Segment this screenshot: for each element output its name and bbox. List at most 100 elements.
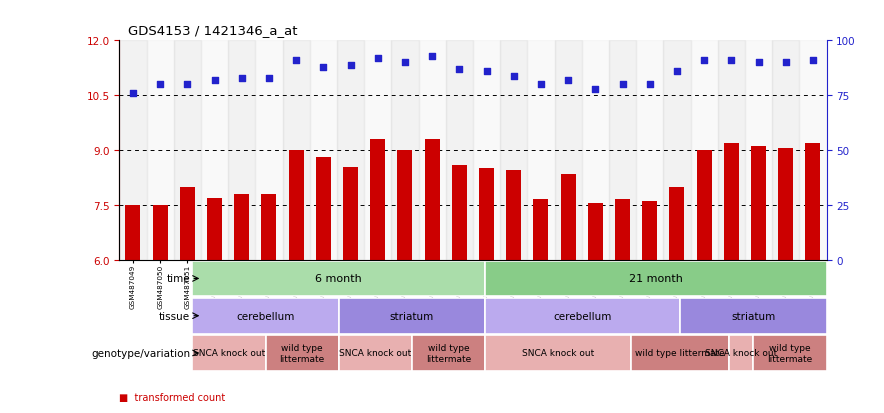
Point bbox=[234, 75, 248, 82]
Bar bbox=[663, 41, 690, 260]
Bar bbox=[283, 41, 309, 260]
Text: wild type
littermate: wild type littermate bbox=[426, 344, 471, 363]
Point bbox=[561, 77, 575, 84]
Point bbox=[126, 90, 140, 97]
Bar bbox=[751, 147, 766, 260]
Bar bbox=[228, 41, 255, 260]
Bar bbox=[370, 140, 385, 260]
Bar bbox=[193, 298, 339, 334]
Bar bbox=[392, 41, 418, 260]
Point bbox=[316, 64, 331, 71]
Point bbox=[670, 69, 684, 75]
Text: 21 month: 21 month bbox=[629, 274, 682, 284]
Point bbox=[425, 53, 439, 60]
Bar bbox=[412, 335, 485, 371]
Bar bbox=[234, 195, 249, 260]
Text: SNCA knock out: SNCA knock out bbox=[339, 349, 412, 358]
Bar bbox=[588, 204, 603, 260]
Bar bbox=[805, 143, 820, 260]
Bar bbox=[697, 151, 712, 260]
Bar bbox=[398, 151, 413, 260]
Bar bbox=[609, 41, 636, 260]
Bar bbox=[485, 335, 631, 371]
Text: time: time bbox=[166, 274, 190, 284]
Text: cerebellum: cerebellum bbox=[553, 311, 612, 321]
Bar bbox=[452, 165, 467, 260]
Point bbox=[180, 82, 194, 88]
Bar bbox=[533, 200, 548, 260]
Text: GDS4153 / 1421346_a_at: GDS4153 / 1421346_a_at bbox=[128, 24, 298, 37]
Text: wild type
littermate: wild type littermate bbox=[767, 344, 812, 363]
Point bbox=[751, 60, 766, 66]
Bar bbox=[718, 41, 745, 260]
Bar bbox=[193, 261, 485, 297]
Bar bbox=[364, 41, 392, 260]
Bar bbox=[500, 41, 528, 260]
Bar bbox=[560, 174, 575, 260]
Bar bbox=[753, 335, 827, 371]
Point bbox=[806, 58, 820, 64]
Text: SNCA knock out: SNCA knock out bbox=[705, 349, 777, 358]
Bar bbox=[615, 200, 630, 260]
Bar bbox=[799, 41, 827, 260]
Point bbox=[262, 75, 276, 82]
Bar bbox=[126, 206, 141, 260]
Bar bbox=[778, 149, 793, 260]
Text: SNCA knock out: SNCA knock out bbox=[193, 349, 265, 358]
Bar bbox=[316, 158, 331, 260]
Point bbox=[697, 58, 712, 64]
Point bbox=[344, 62, 358, 69]
Bar bbox=[473, 41, 500, 260]
Bar bbox=[745, 41, 772, 260]
Text: striatum: striatum bbox=[731, 311, 775, 321]
Bar bbox=[119, 41, 147, 260]
Text: striatum: striatum bbox=[390, 311, 434, 321]
Point bbox=[588, 86, 602, 93]
Point bbox=[453, 66, 467, 73]
Point bbox=[398, 60, 412, 66]
Point bbox=[534, 82, 548, 88]
Bar bbox=[446, 41, 473, 260]
Point bbox=[779, 60, 793, 66]
Point bbox=[370, 55, 385, 62]
Bar bbox=[729, 335, 753, 371]
Text: SNCA knock out: SNCA knock out bbox=[522, 349, 594, 358]
Bar bbox=[724, 143, 739, 260]
Bar bbox=[153, 206, 168, 260]
Bar bbox=[528, 41, 554, 260]
Bar bbox=[255, 41, 283, 260]
Bar bbox=[631, 335, 729, 371]
Point bbox=[479, 69, 493, 75]
Bar bbox=[343, 167, 358, 260]
Text: wild type littermate: wild type littermate bbox=[636, 349, 725, 358]
Point bbox=[724, 58, 738, 64]
Bar bbox=[680, 298, 827, 334]
Bar bbox=[772, 41, 799, 260]
Bar bbox=[262, 195, 277, 260]
Bar bbox=[582, 41, 609, 260]
Text: cerebellum: cerebellum bbox=[236, 311, 295, 321]
Text: genotype/variation: genotype/variation bbox=[91, 348, 190, 358]
Point bbox=[615, 82, 629, 88]
Bar bbox=[266, 335, 339, 371]
Point bbox=[208, 77, 222, 84]
Bar bbox=[485, 261, 827, 297]
Text: 6 month: 6 month bbox=[316, 274, 362, 284]
Bar bbox=[636, 41, 663, 260]
Text: ■  transformed count: ■ transformed count bbox=[119, 392, 225, 402]
Bar bbox=[669, 187, 684, 260]
Bar bbox=[690, 41, 718, 260]
Bar bbox=[339, 298, 485, 334]
Bar bbox=[174, 41, 201, 260]
Bar bbox=[643, 202, 657, 260]
Bar bbox=[485, 298, 680, 334]
Text: wild type
littermate: wild type littermate bbox=[279, 344, 324, 363]
Bar bbox=[201, 41, 228, 260]
Bar bbox=[479, 169, 494, 260]
Bar bbox=[193, 335, 266, 371]
Bar bbox=[179, 187, 194, 260]
Point bbox=[507, 73, 521, 80]
Bar bbox=[339, 335, 412, 371]
Point bbox=[289, 58, 303, 64]
Bar bbox=[554, 41, 582, 260]
